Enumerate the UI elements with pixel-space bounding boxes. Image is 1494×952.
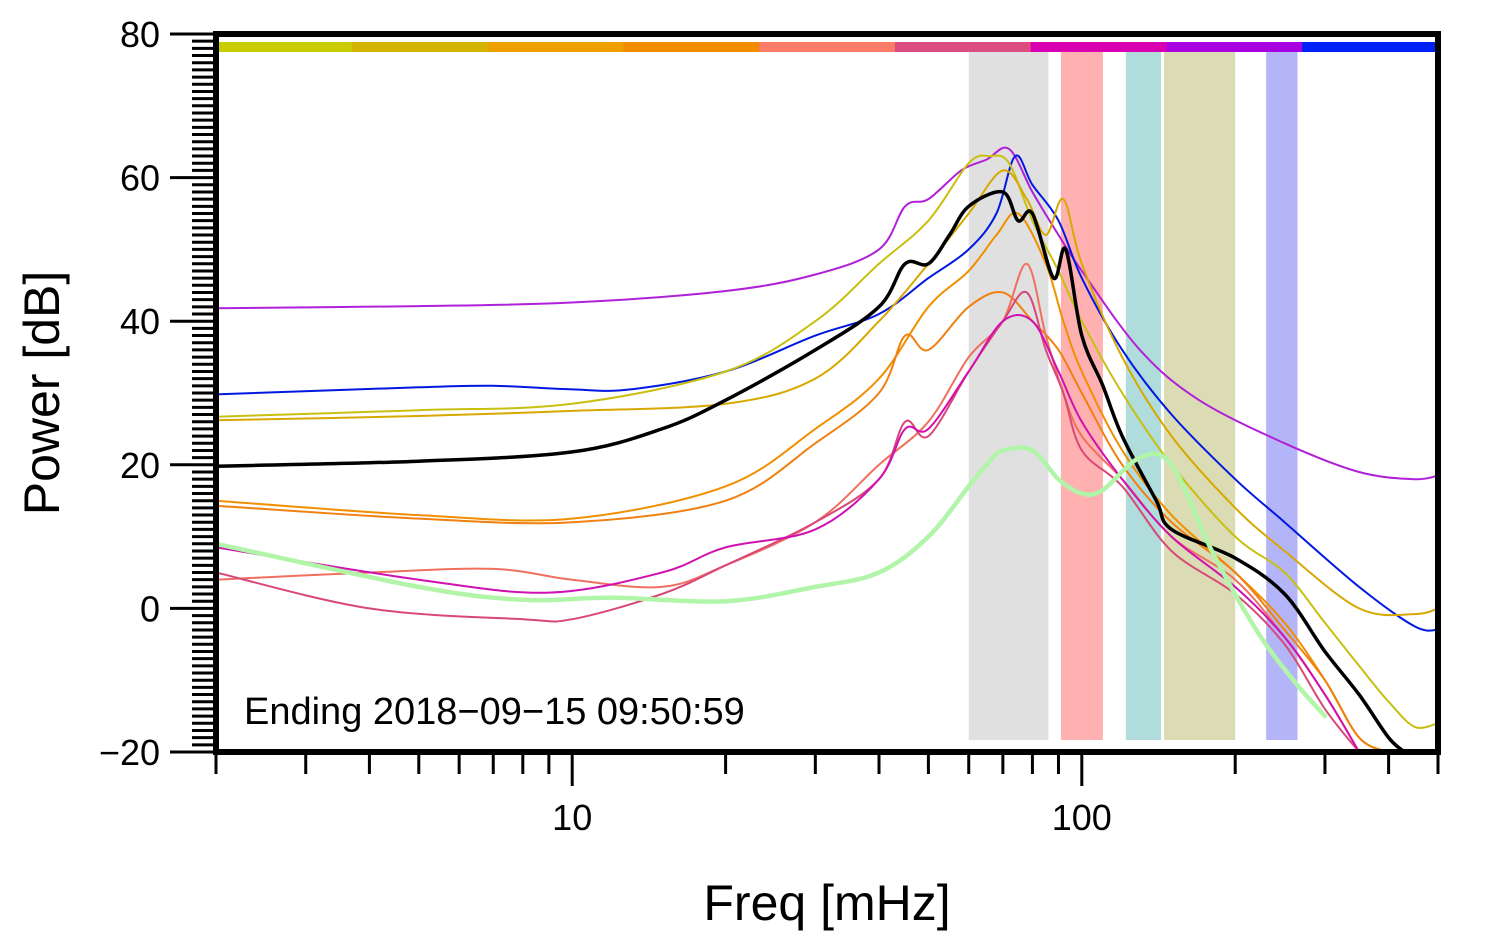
x-axis-title: Freq [mHz]: [703, 875, 950, 931]
color-strip-segment-3: [623, 42, 760, 52]
series-trace-mean-black: [216, 189, 1407, 752]
y-tick-label: 60: [120, 158, 160, 199]
band-1: [1060, 52, 1103, 740]
color-strip-segment-0: [216, 42, 353, 52]
band-4: [1266, 52, 1298, 740]
series-trace-blue: [216, 154, 1438, 632]
color-strip-segment-1: [351, 42, 489, 52]
y-tick-label: 40: [120, 301, 160, 342]
color-strip-segment-8: [1302, 42, 1439, 52]
series-trace-orange-2: [216, 291, 1390, 752]
series-trace-violet: [216, 146, 1438, 481]
y-tick-label: 20: [120, 445, 160, 486]
y-axis-title: Power [dB]: [14, 271, 70, 516]
series-trace-yellow-2: [216, 169, 1438, 617]
x-tick-labels: 10 100: [552, 797, 1112, 838]
plot-frame: [213, 31, 1441, 755]
series-trace-salmon: [216, 262, 1361, 752]
series-trace-green: [216, 445, 1328, 719]
color-strip: [216, 42, 1439, 52]
ending-timestamp-annotation: Ending 2018−09−15 09:50:59: [244, 691, 745, 733]
color-strip-segment-6: [1030, 42, 1167, 52]
y-tick-labels: −20 0 20 40 60 80: [99, 14, 160, 773]
x-tick-label: 10: [552, 797, 592, 838]
series-trace-magenta: [216, 313, 1361, 752]
series-lines: [216, 146, 1438, 752]
y-tick-label: 0: [140, 588, 160, 629]
color-strip-segment-2: [487, 42, 624, 52]
x-axis-ticks: [214, 754, 1440, 786]
series-trace-yellow-1: [216, 154, 1438, 729]
color-strip-segment-7: [1166, 42, 1303, 52]
color-strip-segment-5: [894, 42, 1032, 52]
y-axis-ticks: [170, 32, 214, 754]
band-0: [968, 52, 1049, 740]
y-tick-label: −20: [99, 732, 160, 773]
y-tick-label: 80: [120, 14, 160, 55]
color-strip-segment-4: [759, 42, 896, 52]
band-3: [1164, 52, 1236, 740]
x-tick-label: 100: [1052, 797, 1112, 838]
